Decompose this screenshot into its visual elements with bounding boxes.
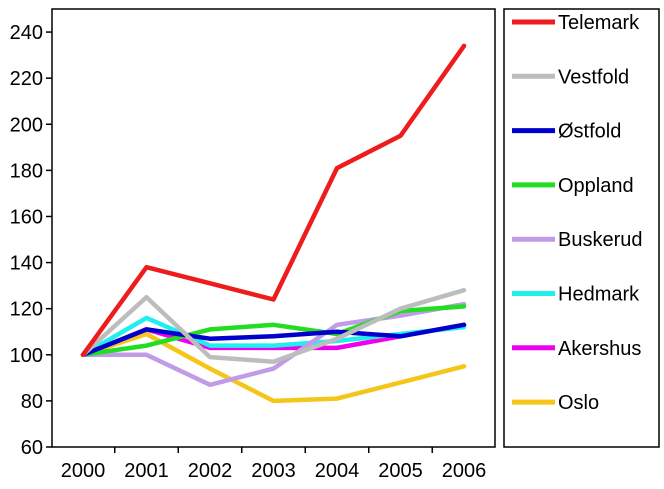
- x-axis: 2000 2001 2002 2003 2004 2005 2006: [61, 447, 487, 482]
- y-tick-label: 80: [21, 391, 43, 413]
- x-tick-label: 2005: [378, 460, 423, 482]
- legend-label: Buskerud: [558, 229, 643, 251]
- x-tick-label: 2004: [315, 460, 360, 482]
- legend-label: Østfold: [558, 121, 621, 143]
- legend-label: Hedmark: [558, 284, 640, 306]
- y-tick-label: 160: [10, 206, 43, 228]
- legend-label: Telemark: [558, 12, 640, 34]
- series-lines: [80, 43, 467, 404]
- legend-label: Akershus: [558, 338, 641, 360]
- y-tick-label: 60: [21, 437, 43, 459]
- legend-label: Vestfold: [558, 66, 629, 88]
- y-tick-label: 220: [10, 68, 43, 90]
- plot-area: [51, 8, 496, 448]
- y-tick-label: 200: [10, 114, 43, 136]
- y-tick-label: 180: [10, 160, 43, 182]
- x-tick-label: 2000: [61, 460, 106, 482]
- y-axis: 60 80 100 120 140 160 180 200 220 240: [10, 22, 52, 459]
- y-tick-label: 140: [10, 253, 43, 275]
- series-line-oslo: [80, 331, 467, 404]
- series-line-telemark: [80, 43, 467, 358]
- x-tick-label: 2002: [188, 460, 233, 482]
- series-line-vestfold: [80, 287, 467, 364]
- series-line-buskerud: [80, 301, 467, 388]
- y-tick-label: 100: [10, 345, 43, 367]
- x-tick-label: 2001: [124, 460, 169, 482]
- y-tick-label: 240: [10, 22, 43, 44]
- series-line-hedmark: [80, 315, 467, 358]
- legend-label: Oppland: [558, 175, 634, 197]
- legend-label: Oslo: [558, 392, 599, 414]
- legend-box: [503, 8, 660, 448]
- y-tick-label: 120: [10, 299, 43, 321]
- series-line-østfold: [80, 322, 467, 358]
- legend: Telemark Vestfold Østfold Oppland Buskerud He…: [512, 12, 643, 414]
- x-tick-label: 2006: [442, 460, 487, 482]
- x-tick-label: 2003: [251, 460, 296, 482]
